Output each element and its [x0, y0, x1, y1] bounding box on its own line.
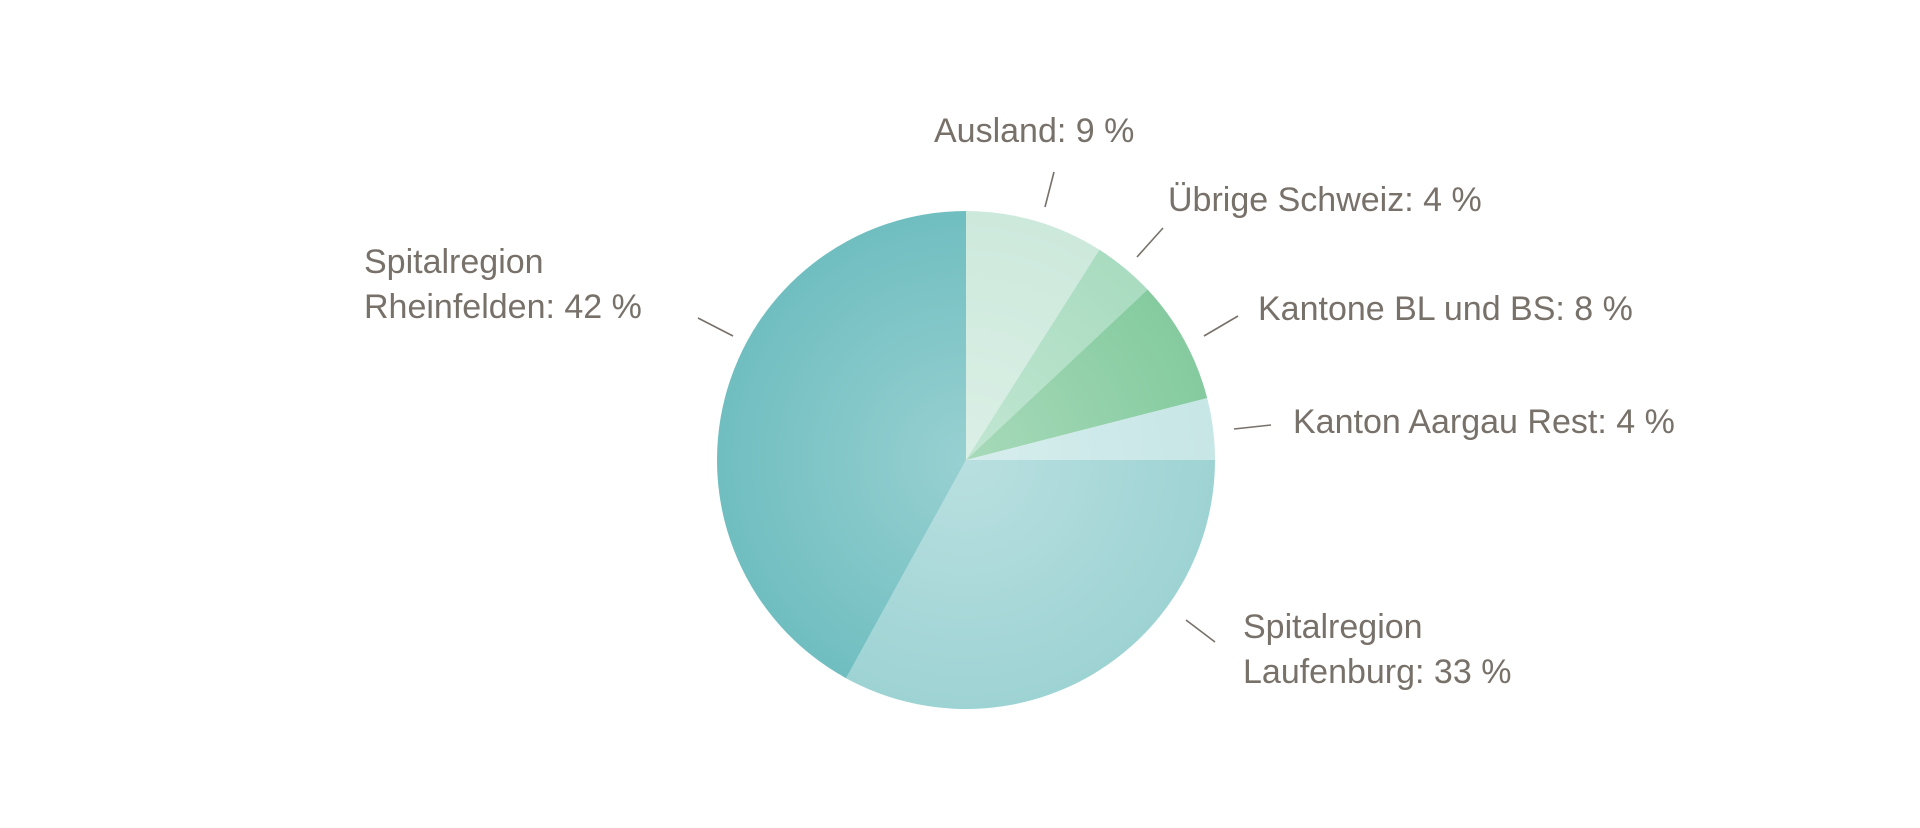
slice-label-line: Spitalregion	[1243, 608, 1423, 646]
slice-label: Kanton Aargau Rest: 4 %	[1293, 403, 1675, 441]
leader-line	[1203, 315, 1239, 337]
slice-label-line: Kanton Aargau Rest: 4 %	[1293, 403, 1675, 441]
slice-labels: Ausland: 9 % Übrige Schweiz: 4 % Kantone B…	[364, 112, 1675, 691]
leader-lines	[697, 171, 1272, 643]
slice-label: Ausland: 9 %	[934, 112, 1134, 150]
slice-label: Spitalregion Rheinfelden: 42 %	[364, 243, 642, 326]
leader-line	[1233, 424, 1272, 430]
pie-shading	[717, 211, 1215, 709]
slice-label-line: Laufenburg: 33 %	[1243, 653, 1511, 691]
leader-line	[697, 317, 734, 337]
leader-line	[1185, 619, 1216, 643]
slice-label: Übrige Schweiz: 4 %	[1168, 181, 1482, 219]
slice-label-line: Spitalregion	[364, 243, 544, 281]
leader-line	[1044, 171, 1055, 208]
slice-label-line: Übrige Schweiz: 4 %	[1168, 181, 1482, 219]
slice-label: Spitalregion Laufenburg: 33 %	[1243, 608, 1511, 691]
slice-label-line: Kantone BL und BS: 8 %	[1258, 290, 1633, 328]
slice-label-line: Rheinfelden: 42 %	[364, 288, 642, 326]
leader-line	[1136, 227, 1164, 258]
slice-label: Kantone BL und BS: 8 %	[1258, 290, 1633, 328]
slice-label-line: Ausland: 9 %	[934, 112, 1134, 150]
